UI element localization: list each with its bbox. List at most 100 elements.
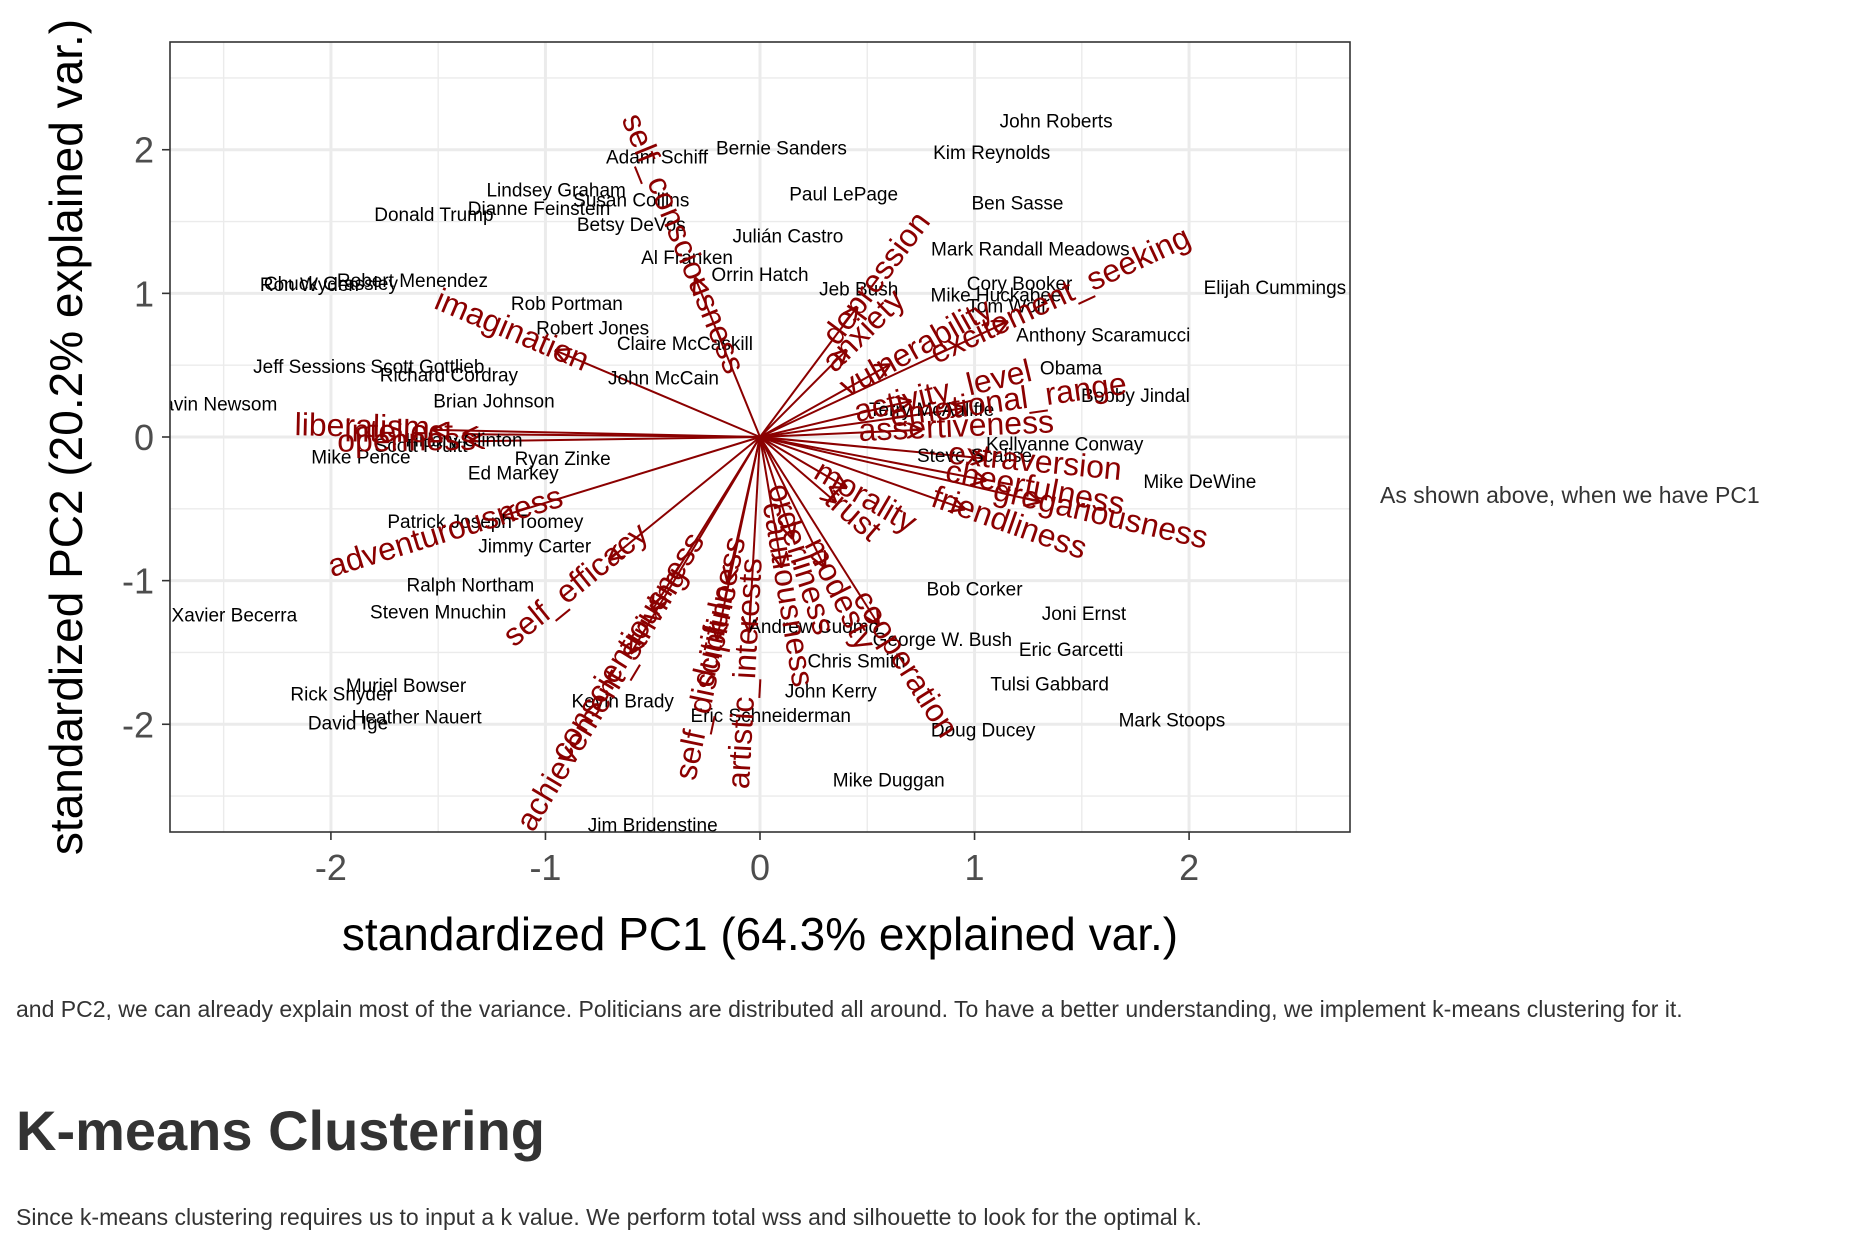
point-label: Orrin Hatch	[711, 265, 808, 286]
point-label: Cory Booker	[967, 274, 1073, 295]
point-label: Muriel Bowser	[346, 676, 467, 697]
point-label: Mike Huckabee	[931, 285, 1062, 306]
point-label: Richard Cordray	[380, 366, 519, 387]
loading-arrow	[759, 365, 889, 438]
point-label: Scott Pruitt	[375, 436, 469, 457]
loading-arrow	[759, 322, 1007, 438]
point-label: Bobby Jindal	[1081, 386, 1190, 407]
paragraph-pca-summary: and PC2, we can already explain most of …	[16, 996, 1683, 1022]
point-label: Lindsey Graham	[486, 180, 625, 201]
point-label: Jim Bridenstine	[588, 815, 718, 836]
point-label: Mark Randall Meadows	[931, 239, 1130, 260]
loading-arrow	[503, 436, 761, 516]
loading-arrow	[464, 434, 761, 437]
point-label: Scott Gottlieb	[370, 357, 484, 378]
point-label: Patrick Joseph Toomey	[387, 512, 584, 533]
x-tick-label: 2	[1179, 847, 1199, 888]
x-axis-ticks: -2 -1 0 1 2	[315, 832, 1199, 888]
loading-arrow	[759, 436, 835, 502]
loading-arrow	[759, 430, 921, 437]
point-label: Ben Sasse	[972, 193, 1064, 214]
loading-arrow	[696, 279, 761, 438]
point-label: Chuck Grassley	[264, 274, 399, 295]
loading-arrow	[759, 436, 1039, 502]
point-label: Robert Menendez	[337, 271, 488, 292]
x-axis-title: standardized PC1 (64.3% explained var.)	[342, 908, 1178, 960]
loading-arrow	[759, 436, 878, 624]
point-label: David Ige	[308, 713, 388, 734]
point-label: Jeff Sessions	[253, 357, 366, 378]
point-label: Kevin Brady	[571, 692, 674, 713]
y-tick-label: -1	[122, 561, 154, 602]
x-tick-label: 0	[750, 847, 770, 888]
point-label: Hillary Clinton	[405, 430, 522, 451]
x-tick-label: 1	[965, 847, 985, 888]
y-axis-ticks: -2 -1 0 1 2	[122, 130, 170, 745]
loading-arrow	[759, 408, 964, 438]
point-label: Robert Jones	[536, 318, 649, 339]
point-label: Andrew Cuomo	[748, 617, 879, 638]
y-tick-label: 1	[134, 273, 154, 314]
x-tick-label: -1	[529, 847, 561, 888]
loading-label: openness	[337, 421, 476, 459]
point-label: Ryan Zinke	[515, 449, 611, 470]
loading-arrow	[759, 436, 792, 538]
loading-arrow	[556, 351, 761, 438]
point-label: Elijah Cummings	[1204, 278, 1347, 299]
loading-arrow	[470, 437, 761, 441]
point-label: Ralph Northam	[406, 575, 534, 596]
point-label: Ed Markey	[468, 463, 559, 484]
point-label: Susan Collins	[573, 190, 689, 211]
loading-label: assertiveness	[858, 403, 1055, 448]
point-label: Gavin Newsom	[148, 394, 277, 415]
point-label: Rick Snyder	[290, 685, 393, 706]
loading-arrow	[759, 401, 910, 438]
loading-arrow	[653, 436, 761, 609]
point-label: Chris Smith	[807, 652, 905, 673]
point-label: Mike Pence	[311, 448, 410, 469]
point-label: Ron Wyden	[260, 275, 359, 296]
point-label: Donald Trump	[374, 205, 493, 226]
point-label: Mike DeWine	[1143, 472, 1256, 493]
x-tick-label: -2	[315, 847, 347, 888]
loading-arrow	[749, 436, 761, 631]
point-label: Heather Nauert	[352, 708, 483, 729]
point-label: John McCain	[608, 369, 719, 390]
loading-label: intellect	[344, 412, 453, 449]
point-label: George W. Bush	[873, 630, 1012, 651]
point-label: Kellyanne Conway	[986, 435, 1144, 456]
loading-label: liberalism	[294, 406, 430, 445]
point-label: Mike Duggan	[833, 771, 945, 792]
point-label: Bernie Sanders	[716, 139, 847, 160]
point-label: Jeb Bush	[819, 280, 898, 301]
y-tick-label: 0	[134, 417, 154, 458]
point-label: Betsy DeVos	[577, 215, 686, 236]
point-label: Dianne Feinstein	[468, 199, 611, 220]
major-gridlines	[170, 42, 1350, 832]
loading-arrow	[759, 351, 846, 438]
point-label: Bob Corker	[926, 580, 1023, 601]
point-label: Joni Ernst	[1042, 604, 1127, 625]
point-label: Steve Scalise	[917, 446, 1032, 467]
loading-arrows	[434, 279, 1039, 652]
loading-arrow	[759, 436, 964, 509]
loading-arrow	[759, 436, 985, 459]
point-label: Mark Stoops	[1119, 710, 1226, 731]
y-tick-label: -2	[122, 704, 154, 745]
point-label: Obama	[1040, 359, 1103, 380]
politician-labels: John Roberts Bernie Sanders Adam Schiff Kim…	[148, 111, 1347, 836]
point-label: Rob Portman	[511, 294, 623, 315]
y-axis-title: standardized PC2 (20.2% explained var.)	[40, 19, 92, 855]
point-label: Tulsi Gabbard	[990, 675, 1109, 696]
point-label: Paul LePage	[789, 185, 898, 206]
point-label: Tom Wolf	[967, 297, 1047, 318]
point-label: Jimmy Carter	[478, 537, 592, 558]
point-label: Claire McCaskill	[617, 334, 753, 355]
point-label: Doug Ducey	[931, 720, 1036, 741]
point-label: John Kerry	[785, 682, 877, 703]
point-label: Al Franken	[641, 248, 733, 269]
paragraph-kmeans: Since k-means clustering requires us to …	[16, 1204, 1202, 1230]
loading-arrow	[610, 436, 761, 559]
loading-arrow	[759, 436, 846, 487]
point-label: Terry McAuliffe	[869, 400, 994, 421]
